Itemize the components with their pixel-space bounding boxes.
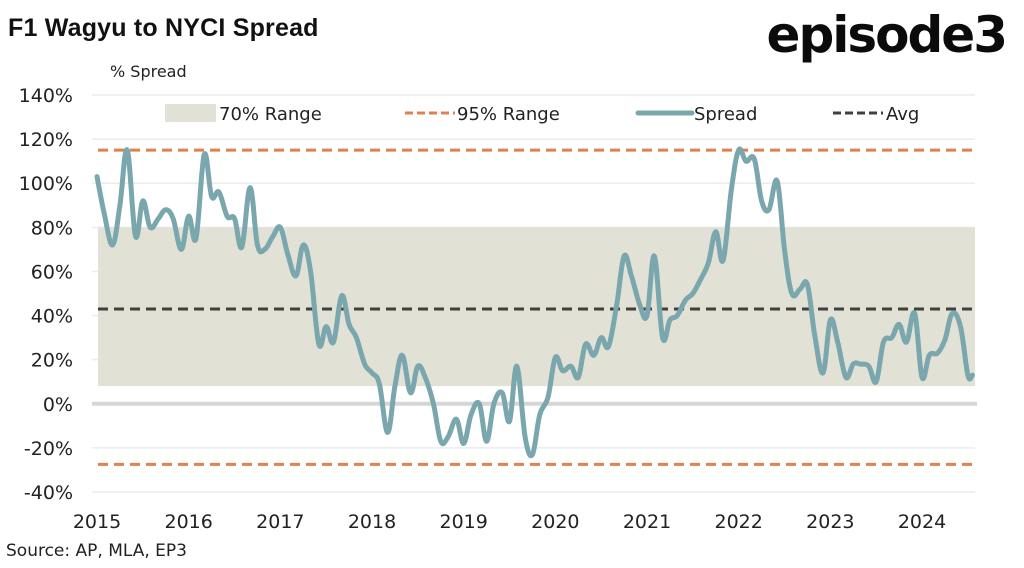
x-tick-label: 2024: [898, 511, 946, 533]
legend-swatch-range-70: [165, 104, 216, 122]
chart-title: F1 Wagyu to NYCI Spread: [8, 14, 319, 42]
y-tick-label: 60%: [31, 261, 73, 283]
x-tick-label: 2017: [256, 511, 304, 533]
y-tick-label: 140%: [19, 85, 73, 107]
x-tick-label: 2023: [806, 511, 854, 533]
x-tick-label: 2021: [623, 511, 671, 533]
range-70-band: [98, 227, 975, 387]
y-tick-label: 100%: [19, 173, 73, 195]
y-tick-label: -20%: [24, 438, 73, 460]
x-tick-label: 2022: [714, 511, 762, 533]
x-axis-ticks: 2015 2016 2017 2018 2019 2020 2021 2022 2023 2024: [73, 511, 946, 533]
y-tick-label: -40%: [24, 482, 73, 504]
legend-label-avg: Avg: [886, 104, 919, 125]
y-tick-label: 20%: [31, 350, 73, 372]
x-tick-label: 2016: [164, 511, 212, 533]
legend-label-spread: Spread: [694, 104, 757, 125]
legend-label-range-95: 95% Range: [457, 104, 560, 125]
legend-label-range-70: 70% Range: [219, 104, 322, 125]
x-tick-label: 2019: [439, 511, 487, 533]
spread-line: [94, 146, 975, 459]
x-tick-label: 2020: [531, 511, 579, 533]
y-tick-label: 120%: [19, 129, 73, 151]
x-tick-label: 2018: [348, 511, 396, 533]
y-axis-unit-label: % Spread: [110, 62, 187, 81]
y-tick-label: 80%: [31, 217, 73, 239]
source-note: Source: AP, MLA, EP3: [6, 541, 187, 561]
series-group: [94, 146, 975, 459]
legend: 70% Range 95% Range Spread Avg: [165, 104, 919, 125]
episode3-logo: episode3: [766, 6, 1008, 64]
y-tick-label: 0%: [43, 394, 73, 416]
reference-lines: [92, 148, 977, 466]
x-tick-label: 2015: [73, 511, 121, 533]
y-axis-ticks: 140% 120% 100% 80% 60% 40% 20% 0% -20% -40%: [19, 85, 73, 504]
y-tick-label: 40%: [31, 306, 73, 328]
range-70-band-group: [98, 227, 975, 387]
